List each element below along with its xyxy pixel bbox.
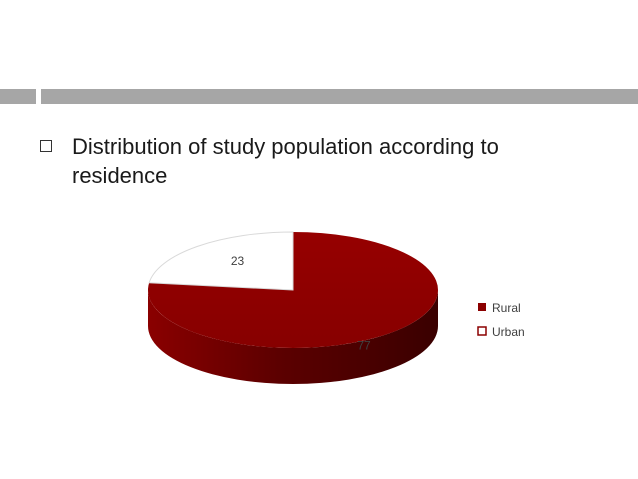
legend-label-urban: Urban: [492, 325, 525, 339]
header-bar-left: [0, 89, 36, 104]
pie-slice-urban: [148, 231, 294, 291]
legend-swatch-urban: [477, 326, 487, 336]
bullet-text: Distribution of study population accordi…: [72, 134, 499, 188]
legend-label-rural: Rural: [492, 301, 521, 315]
data-label-urban: 23: [231, 254, 245, 268]
data-label-rural: 77: [357, 338, 371, 352]
header-bar-right: [41, 89, 638, 104]
pie-side-rural: [148, 290, 438, 384]
pie-side-group: [148, 290, 438, 384]
legend: Rural Urban: [477, 301, 525, 339]
square-bullet-icon: [40, 140, 52, 152]
pie-label-group: 77 23: [231, 254, 371, 352]
pie-top-group: [148, 231, 439, 348]
legend-swatch-rural: [478, 303, 486, 311]
